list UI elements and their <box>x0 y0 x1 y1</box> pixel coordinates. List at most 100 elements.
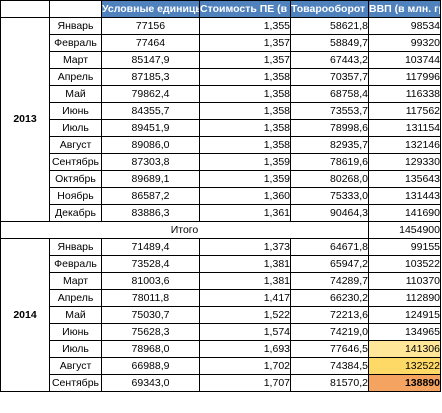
turnover-cell: 74289,7 <box>290 272 369 290</box>
gdp-cell: 99155 <box>368 238 441 256</box>
turnover-cell: 78998,6 <box>290 119 369 137</box>
turnover-cell: 81570,2 <box>290 374 369 392</box>
gdp-cell: 117996 <box>368 68 441 86</box>
year-2014-cell: 2014 <box>0 238 50 392</box>
units-cell: 83886,3 <box>101 204 200 222</box>
total-gdp-cell: 1454900 <box>368 221 441 239</box>
cost-cell: 1,693 <box>199 340 291 358</box>
table-row: Апрель 78011,8 1,417 66230,2 112890 <box>1 289 441 307</box>
table-row: Март 81003,6 1,381 74289,7 110370 <box>1 272 441 290</box>
header-gdp: ВВП (в млн. грн) <box>368 0 441 18</box>
gdp-cell-highlighted: 132522 <box>368 357 441 375</box>
month-cell: Март <box>49 272 102 290</box>
turnover-cell: 58621,8 <box>290 17 369 35</box>
table-row: Август 89086,0 1,358 82935,7 132146 <box>1 136 441 154</box>
table-row: 2013 Январь 77156 1,355 58621,8 98534 <box>0 17 441 222</box>
table-row: Май 79862,4 1,358 68758,4 116338 <box>1 85 441 103</box>
month-cell: Ноябрь <box>49 187 102 205</box>
cost-cell: 1,707 <box>199 374 291 392</box>
gdp-cell-highlighted: 138890 <box>368 374 441 392</box>
total-row: Итого 1454900 <box>0 221 441 239</box>
month-cell: Апрель <box>49 289 102 307</box>
header-units: Условные единицы (ПЕ) <box>101 0 200 18</box>
units-cell: 78968,0 <box>101 340 200 358</box>
units-cell: 89689,1 <box>101 170 200 188</box>
gdp-cell: 129330 <box>368 153 441 171</box>
month-cell: Апрель <box>49 68 102 86</box>
table-row: Август 66988,9 1,702 74384,5 132522 <box>1 357 441 375</box>
units-cell: 79862,4 <box>101 85 200 103</box>
cost-cell: 1,373 <box>199 238 291 256</box>
month-cell: Сентябрь <box>49 153 102 171</box>
turnover-cell: 72213,6 <box>290 306 369 324</box>
month-cell: Март <box>49 51 102 69</box>
units-cell: 73528,4 <box>101 255 200 273</box>
turnover-cell: 58849,7 <box>290 34 369 52</box>
cost-cell: 1,522 <box>199 306 291 324</box>
month-cell: Февраль <box>49 34 102 52</box>
gdp-cell: 103522 <box>368 255 441 273</box>
gdp-cell: 124915 <box>368 306 441 324</box>
turnover-cell: 74219,0 <box>290 323 369 341</box>
cost-cell: 1,357 <box>199 34 291 52</box>
table-row: Сентябрь 87303,8 1,359 78619,6 129330 <box>1 153 441 171</box>
header-blank-year <box>0 0 50 18</box>
month-cell: Август <box>49 136 102 154</box>
table-row: Июль 78968,0 1,693 77646,5 141306 <box>1 340 441 358</box>
gdp-cell: 135643 <box>368 170 441 188</box>
turnover-cell: 74384,5 <box>290 357 369 375</box>
cost-cell: 1,358 <box>199 136 291 154</box>
cost-cell: 1,361 <box>199 204 291 222</box>
turnover-cell: 68758,4 <box>290 85 369 103</box>
cost-cell: 1,357 <box>199 51 291 69</box>
units-cell: 87303,8 <box>101 153 200 171</box>
cost-cell: 1,574 <box>199 323 291 341</box>
gdp-cell: 131443 <box>368 187 441 205</box>
month-cell: Июнь <box>49 323 102 341</box>
table-row: Сентябрь 69343,0 1,707 81570,2 138890 <box>1 374 441 392</box>
cost-cell: 1,381 <box>199 272 291 290</box>
gdp-table: Условные единицы (ПЕ) Стоимость ПЕ (в мл… <box>0 0 441 392</box>
gdp-cell: 141690 <box>368 204 441 222</box>
units-cell: 87185,3 <box>101 68 200 86</box>
turnover-cell: 82935,7 <box>290 136 369 154</box>
turnover-cell: 77646,5 <box>290 340 369 358</box>
header-row: Условные единицы (ПЕ) Стоимость ПЕ (в мл… <box>0 0 441 18</box>
turnover-cell: 78619,6 <box>290 153 369 171</box>
gdp-cell: 103744 <box>368 51 441 69</box>
month-cell: Май <box>49 85 102 103</box>
units-cell: 78011,8 <box>101 289 200 307</box>
units-cell: 89086,0 <box>101 136 200 154</box>
cost-cell: 1,358 <box>199 85 291 103</box>
table-row: Июнь 84355,7 1,358 73553,7 117562 <box>1 102 441 120</box>
gdp-cell: 134965 <box>368 323 441 341</box>
month-cell: Май <box>49 306 102 324</box>
units-cell: 77464 <box>101 34 200 52</box>
cost-cell: 1,358 <box>199 119 291 137</box>
gdp-cell: 117562 <box>368 102 441 120</box>
table-row: Июль 89451,9 1,358 78998,6 131154 <box>1 119 441 137</box>
gdp-cell: 112890 <box>368 289 441 307</box>
table-row: Октябрь 89689,1 1,359 80268,0 135643 <box>1 170 441 188</box>
table-row: Февраль 77464 1,357 58849,7 99320 <box>1 34 441 52</box>
cost-cell: 1,358 <box>199 68 291 86</box>
gdp-cell: 132146 <box>368 136 441 154</box>
month-cell: Октябрь <box>49 170 102 188</box>
turnover-cell: 70357,7 <box>290 68 369 86</box>
turnover-cell: 66230,2 <box>290 289 369 307</box>
table-row: Май 75030,7 1,522 72213,6 124915 <box>1 306 441 324</box>
cost-cell: 1,702 <box>199 357 291 375</box>
month-cell: Август <box>49 357 102 375</box>
header-cost: Стоимость ПЕ (в млн. грн) <box>199 0 291 18</box>
table-row: Март 85147,9 1,357 67443,2 103744 <box>1 51 441 69</box>
table-row: Февраль 73528,4 1,381 65947,2 103522 <box>1 255 441 273</box>
table-row: Июнь 75628,3 1,574 74219,0 134965 <box>1 323 441 341</box>
gdp-cell-highlighted: 141306 <box>368 340 441 358</box>
units-cell: 69343,0 <box>101 374 200 392</box>
header-blank-month <box>49 0 102 18</box>
units-cell: 75030,7 <box>101 306 200 324</box>
total-label: Итого <box>0 221 369 239</box>
cost-cell: 1,359 <box>199 153 291 171</box>
month-cell: Январь <box>49 17 102 35</box>
cost-cell: 1,359 <box>199 170 291 188</box>
